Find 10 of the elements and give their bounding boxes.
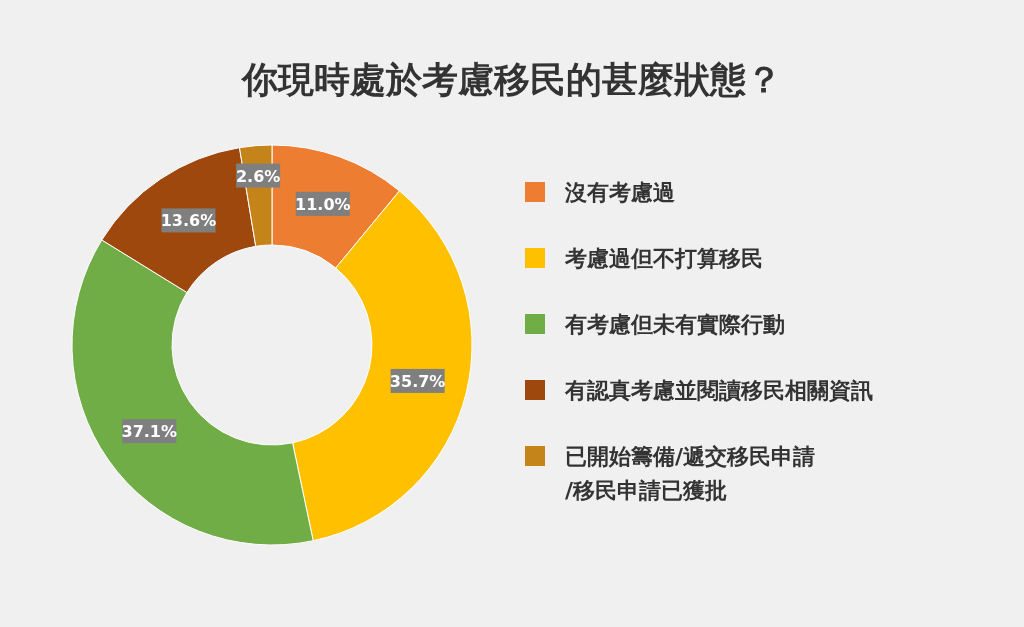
data-label: 11.0% <box>295 194 351 214</box>
legend-label: 有認真考慮並閱讀移民相關資訊 <box>564 378 873 403</box>
data-label: 37.1% <box>121 422 178 442</box>
legend-label: 考慮過但不打算移民 <box>564 246 763 271</box>
legend-label: 已開始籌備/遞交移民申請/移民申請已獲批 <box>565 444 816 503</box>
legend-label: 有考慮但未有實際行動 <box>564 312 785 337</box>
data-label: 13.6% <box>160 211 217 231</box>
legend-label: 沒有考慮過 <box>564 180 675 205</box>
chart-title: 你現時處於考慮移民的甚麼狀態？ <box>240 59 782 100</box>
data-label: 2.6% <box>235 166 281 186</box>
